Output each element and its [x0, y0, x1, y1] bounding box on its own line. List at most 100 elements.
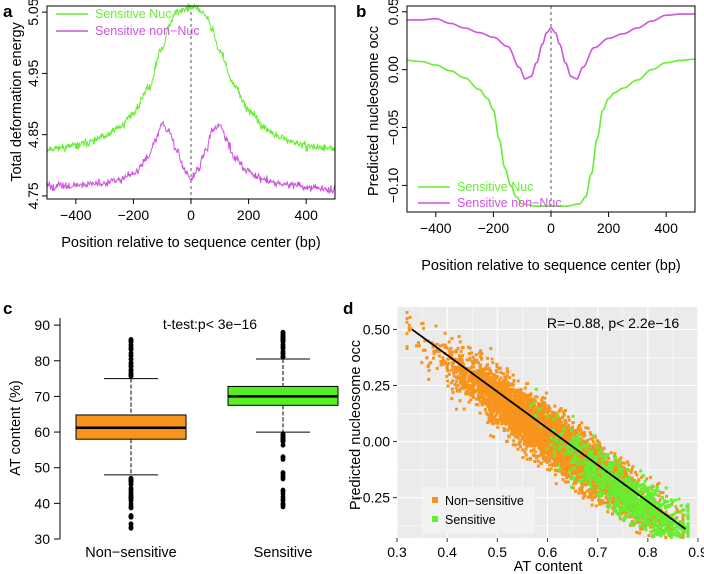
scatter-point [609, 469, 613, 473]
scatter-point [502, 390, 506, 394]
scatter-point [638, 531, 642, 535]
scatter-point [487, 388, 491, 392]
scatter-point [593, 447, 597, 451]
scatter-point [666, 519, 669, 523]
scatter-point [596, 467, 600, 471]
box-outlier [280, 498, 286, 504]
scatter-point [492, 402, 496, 406]
y-tick-label: 4.85 [25, 121, 41, 148]
scatter-point [472, 389, 476, 393]
scatter-point [564, 480, 568, 484]
scatter-point [520, 425, 524, 429]
scatter-point [478, 378, 482, 382]
scatter-point [504, 398, 508, 401]
scatter-point [519, 445, 522, 449]
scatter-point [488, 412, 492, 416]
scatter-point [581, 458, 585, 462]
scatter-point [635, 473, 639, 477]
scatter-point [474, 378, 478, 382]
scatter-point [598, 479, 602, 483]
scatter-point [461, 346, 465, 349]
scatter-point [530, 449, 534, 453]
scatter-point [549, 424, 553, 428]
scatter-point [471, 362, 475, 366]
scatter-point [681, 518, 685, 522]
scatter-point [531, 406, 535, 410]
scatter-point [466, 387, 470, 391]
scatter-point [536, 429, 540, 433]
scatter-point [500, 403, 504, 407]
scatter-point [519, 423, 523, 427]
scatter-point [554, 442, 558, 445]
x-tick-label: −400 [60, 207, 92, 223]
scatter-point [515, 412, 519, 416]
scatter-point [546, 440, 550, 444]
scatter-point [499, 419, 503, 422]
scatter-point [593, 495, 596, 499]
scatter-point [523, 450, 527, 454]
scatter-point [465, 366, 469, 370]
scatter-point [562, 413, 566, 417]
scatter-point [553, 411, 557, 415]
x-tick-label: 400 [295, 207, 319, 223]
y-tick-label: 5.05 [25, 0, 41, 26]
x-tick-label: Non−sensitive [85, 545, 176, 561]
scatter-point [461, 384, 465, 387]
scatter-point [665, 494, 669, 498]
scatter-point [463, 384, 467, 388]
scatter-point [505, 367, 509, 371]
box-outlier [128, 494, 134, 500]
scatter-point [562, 412, 566, 416]
box-outlier [280, 434, 286, 440]
scatter-point [520, 437, 524, 441]
scatter-point [590, 503, 594, 507]
scatter-point [553, 415, 557, 419]
scatter-point [619, 456, 623, 460]
scatter-point [524, 432, 528, 436]
scatter-point [562, 429, 566, 433]
scatter-point [503, 382, 507, 386]
scatter-point [528, 441, 531, 445]
scatter-point [483, 390, 487, 394]
scatter-point [523, 386, 527, 390]
scatter-point [657, 494, 661, 498]
scatter-point [640, 475, 644, 479]
y-tick-label: 30 [34, 531, 50, 547]
scatter-point [537, 454, 541, 458]
scatter-point [488, 372, 492, 375]
panel-a-legend: Sensitive Nuc Sensitive non−Nuc [56, 7, 200, 38]
scatter-point [493, 382, 497, 386]
scatter-point [584, 444, 588, 448]
scatter-point [546, 452, 550, 456]
scatter-point [597, 498, 601, 502]
scatter-point [560, 458, 564, 462]
scatter-point [462, 407, 466, 411]
scatter-point [452, 371, 456, 375]
scatter-point [536, 413, 539, 417]
scatter-point [541, 457, 545, 461]
box-outlier [128, 347, 134, 352]
scatter-point [518, 427, 522, 431]
scatter-point [641, 527, 645, 531]
scatter-point [529, 415, 532, 419]
scatter-point [511, 443, 515, 447]
scatter-point [522, 404, 526, 408]
scatter-point [513, 429, 517, 432]
scatter-point [504, 406, 508, 410]
scatter-point [559, 463, 563, 467]
scatter-point [501, 392, 505, 396]
box-outlier [128, 513, 134, 519]
scatter-point [405, 345, 409, 349]
scatter-point [592, 486, 596, 490]
panel-d: d 0.3 0.4 0.5 0.6 0.7 0.8 0.9 −0.250.000.250.5… [343, 299, 704, 574]
scatter-point [500, 422, 504, 426]
scatter-point [574, 468, 577, 472]
scatter-point [543, 414, 546, 418]
scatter-point [536, 459, 540, 463]
scatter-point [623, 461, 627, 465]
scatter-point [579, 455, 583, 459]
scatter-point [483, 373, 487, 376]
scatter-point [524, 447, 528, 451]
scatter-point [456, 346, 460, 350]
scatter-point [554, 412, 558, 416]
